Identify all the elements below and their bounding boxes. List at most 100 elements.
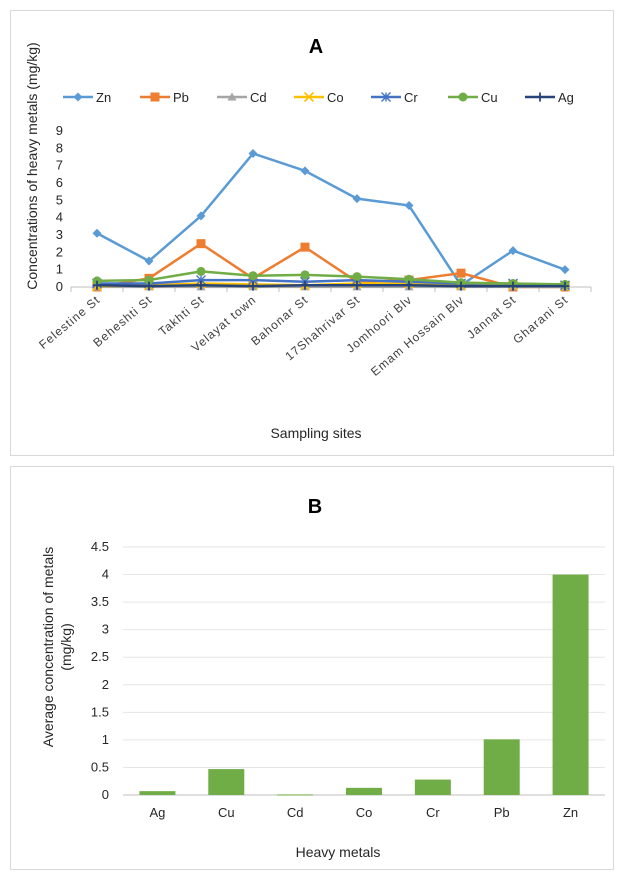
chart-a-point-pb (456, 268, 466, 278)
chart-b-bar-cd (277, 794, 314, 796)
chart-a-y-tick-label: 0 (56, 279, 63, 294)
chart-b-x-tick-label: Cr (426, 805, 440, 820)
chart-a-legend-label-ag: Ag (558, 90, 574, 105)
chart-b-bar-co (346, 787, 382, 795)
chart-a-point-cu (144, 275, 154, 285)
chart-b-x-tick-label: Zn (563, 805, 578, 820)
chart-a-point-zn (508, 246, 518, 256)
chart-b-y-axis-label-line2: (mg/kg) (58, 623, 74, 670)
chart-a-y-tick-label: 5 (56, 192, 63, 207)
chart-b-panel: B 0 0.5 1 1.5 2 2.5 3 3.5 4 4.5 Ag Cu Cd Co Cr Pb Zn Av… (10, 466, 614, 870)
chart-a-point-cu (248, 271, 258, 281)
chart-a-y-tick-label: 1 (56, 262, 63, 277)
chart-b-y-tick-label: 3 (102, 622, 109, 637)
chart-a-legend-marker-ag (535, 92, 545, 102)
chart-a-legend: Zn Pb Cd Co Cr Cu Ag (63, 90, 574, 105)
chart-a-panel: A Zn Pb Cd Co Cr Cu Ag 0 1 2 3 4 5 6 7 8 9 Felestine St… (10, 10, 614, 456)
chart-b-y-tick-label: 2.5 (91, 649, 109, 664)
chart-a-legend-marker-cd (227, 92, 237, 101)
chart-a-x-axis-label: Sampling sites (270, 425, 361, 441)
chart-a-x-tick-label: Takhti St (156, 293, 207, 339)
chart-b-svg: B 0 0.5 1 1.5 2 2.5 3 3.5 4 4.5 Ag Cu Cd Co Cr Pb Zn Av… (40, 496, 605, 860)
chart-a-line-pb (96, 242, 565, 289)
chart-b-bar-cr (414, 779, 451, 795)
chart-a-point-ag (508, 281, 518, 291)
chart-a-legend-label-cu: Cu (481, 90, 498, 105)
chart-a-legend-item-cd: Cd (217, 90, 267, 105)
chart-a-point-ag (144, 281, 154, 291)
chart-a-point-zn (300, 166, 310, 176)
chart-a-point-cu (300, 270, 310, 280)
chart-a-legend-label-cr: Cr (404, 90, 418, 105)
chart-a-legend-label-co: Co (327, 90, 344, 105)
chart-b-gridlines (123, 546, 605, 796)
chart-a-point-pb (196, 239, 206, 249)
chart-a-legend-item-cu: Cu (448, 90, 498, 105)
chart-a-legend-marker-cu (458, 92, 468, 102)
chart-a-line-zn (96, 152, 566, 287)
chart-a-legend-marker-pb (150, 92, 160, 102)
chart-b-y-tick-label: 2 (102, 677, 109, 692)
chart-b-y-tick-label: 0 (102, 787, 109, 802)
chart-b-bar-ag (139, 791, 176, 795)
chart-a-series-ag (92, 280, 570, 291)
chart-a-y-tick-label: 9 (56, 123, 63, 138)
chart-a-series (91, 149, 571, 292)
chart-a-point-ag (248, 281, 258, 291)
chart-a-y-tick-label: 8 (56, 140, 63, 155)
chart-b-y-tick-label: 3.5 (91, 594, 109, 609)
chart-b-bar-pb (483, 739, 520, 795)
chart-b-y-tick-label: 0.5 (91, 759, 109, 774)
chart-a-legend-item-ag: Ag (525, 90, 574, 105)
chart-b-y-tick-label: 4.5 (91, 539, 109, 554)
chart-a-legend-item-zn: Zn (63, 90, 111, 105)
chart-a-point-pb (300, 242, 310, 252)
chart-a-legend-label-cd: Cd (250, 90, 267, 105)
chart-a-legend-item-cr: Cr (371, 90, 418, 105)
chart-a-point-zn (196, 211, 206, 221)
chart-a-y-tick-label: 2 (56, 244, 63, 259)
chart-a-point-zn (248, 149, 258, 159)
chart-a-line-ag (96, 284, 565, 288)
chart-a-point-ag (404, 280, 414, 290)
chart-a-line-cu (96, 270, 566, 286)
chart-a-point-zn (144, 256, 154, 266)
chart-b-x-tick-label: Co (356, 805, 373, 820)
chart-b-x-tick-label: Cu (218, 805, 235, 820)
chart-b-x-tick-label: Ag (149, 805, 165, 820)
chart-a-y-tick-label: 4 (56, 210, 63, 225)
chart-a-legend-marker-cr (381, 92, 391, 102)
chart-a-point-ag (92, 280, 102, 290)
chart-a-y-tick-label: 6 (56, 175, 63, 190)
chart-a-svg: A Zn Pb Cd Co Cr Cu Ag 0 1 2 3 4 5 6 7 8 9 Felestine St… (24, 36, 592, 441)
chart-a-y-tick-label: 7 (56, 158, 63, 173)
chart-b-y-tick-label: 4 (102, 567, 109, 582)
chart-b-bar-zn (552, 574, 589, 795)
chart-a-legend-label-pb: Pb (173, 90, 189, 105)
chart-a-point-ag (196, 280, 206, 290)
chart-a-legend-label-zn: Zn (96, 90, 111, 105)
chart-a-legend-marker-zn (73, 92, 83, 102)
chart-b-x-ticks: Ag Cu Cd Co Cr Pb Zn (149, 805, 578, 820)
chart-a-point-zn (560, 265, 570, 275)
chart-b-title: B (308, 496, 322, 518)
chart-a-point-zn (352, 194, 362, 204)
chart-a-point-cu (404, 274, 414, 284)
chart-a-y-ticks: 0 1 2 3 4 5 6 7 8 9 (56, 123, 63, 294)
chart-a-legend-item-pb: Pb (140, 90, 189, 105)
chart-a-x-tick-label: Emam Hossain Blv (368, 293, 467, 379)
chart-a-point-cu (196, 266, 206, 276)
chart-b-x-tick-label: Cd (287, 805, 304, 820)
chart-b-bars (139, 574, 589, 796)
chart-a-point-ag (352, 280, 362, 290)
chart-b-y-tick-label: 1.5 (91, 704, 109, 719)
chart-a-point-zn (404, 201, 414, 211)
chart-b-y-tick-label: 1 (102, 732, 109, 747)
chart-b-bar-cu (208, 769, 245, 795)
chart-a-x-tick-label: Gharani St (510, 293, 571, 347)
chart-a-legend-marker-co (303, 91, 315, 103)
chart-a-point-zn (92, 228, 102, 238)
chart-a-title: A (309, 36, 323, 58)
chart-b-y-axis-label-line1: Average concentration of metals (40, 547, 56, 748)
